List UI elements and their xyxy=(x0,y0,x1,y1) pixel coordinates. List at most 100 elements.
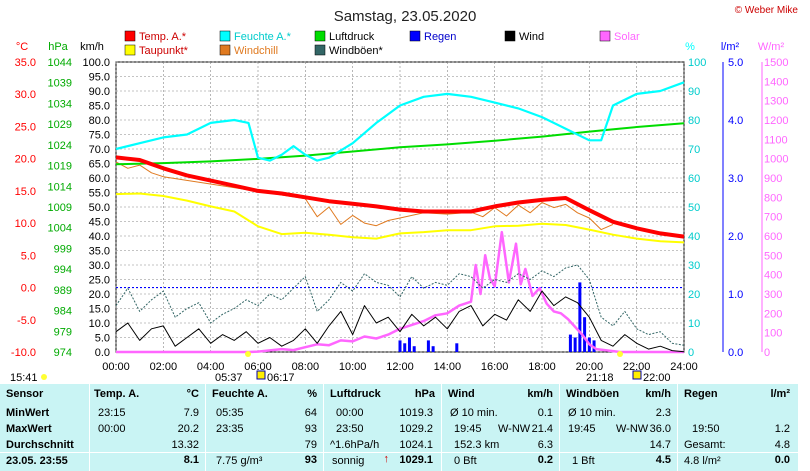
legend-label: Taupunkt* xyxy=(139,45,189,57)
sunrise-time: 05:37 xyxy=(215,372,243,384)
rain-tick-label: 4.0 xyxy=(728,115,743,127)
series-line-solar xyxy=(116,230,684,354)
solar-tick-label: 600 xyxy=(764,231,782,243)
rain-bar xyxy=(573,337,577,352)
pressure-tick-label: 979 xyxy=(54,326,72,338)
unit-humidity-axis: % xyxy=(685,41,695,53)
speed-tick-label: 85.0 xyxy=(89,101,110,113)
legend-swatch xyxy=(409,30,421,42)
header-gusts: Windböen xyxy=(566,388,620,400)
solar-tick-label: 1500 xyxy=(764,57,788,69)
speed-tick-label: 95.0 xyxy=(89,72,110,84)
pressure-tick-label: 1019 xyxy=(48,161,72,173)
unit-humidity: % xyxy=(307,388,317,400)
temp-tick-label: 5.0 xyxy=(21,250,36,262)
sunrise-b-icon xyxy=(256,370,266,380)
legend-label: Temp. A.* xyxy=(139,31,187,43)
solar-tick-label: 1300 xyxy=(764,96,788,108)
time-left-label: 15:41 xyxy=(10,372,38,384)
x-tick-label: 06:00 xyxy=(244,361,272,373)
header-humidity: Feuchte A. xyxy=(212,388,268,400)
humidity-tick-label: 30 xyxy=(688,260,700,272)
humidity-max: 93 xyxy=(304,423,317,435)
pressure-tick-label: 1009 xyxy=(48,202,72,214)
temp-tick-label: 10.0 xyxy=(15,218,36,230)
x-tick-label: 16:00 xyxy=(481,361,509,373)
x-tick-label: 18:00 xyxy=(528,361,556,373)
x-tick-label: 04:00 xyxy=(197,361,225,373)
humidity-max-time: 23:35 xyxy=(216,423,244,435)
x-tick-label: 14:00 xyxy=(434,361,462,373)
pressure-tick-label: 1004 xyxy=(48,223,72,235)
solar-tick-label: 800 xyxy=(764,192,782,204)
rain-total: 4.8 xyxy=(774,439,790,451)
speed-tick-label: 25.0 xyxy=(89,275,110,287)
rain-bar xyxy=(398,340,402,352)
speed-tick-label: 70.0 xyxy=(89,144,110,156)
speed-tick-label: 5.0 xyxy=(95,333,110,345)
speed-tick-label: 0.0 xyxy=(95,347,110,359)
pressure-tick-label: 1024 xyxy=(48,140,72,152)
sunset-marker-icon xyxy=(617,351,623,357)
humidity-min: 64 xyxy=(304,407,317,419)
legend-swatch xyxy=(314,30,326,42)
rain-max-time: 19:50 xyxy=(692,423,720,435)
humidity-tick-label: 60 xyxy=(688,173,700,185)
rain-tick-label: 3.0 xyxy=(728,173,743,185)
legend-label: Wind xyxy=(519,31,544,43)
gusts-max: 36.0 xyxy=(649,423,671,435)
sunset-b-icon xyxy=(632,370,642,380)
rain-max: 1.2 xyxy=(774,423,790,435)
table-separator xyxy=(0,452,798,453)
col-rain: Regen l/m² 19:50 1.2 Gesamt: 4.8 4.8 l/m… xyxy=(678,384,798,471)
pressure-tick-label: 1039 xyxy=(48,78,72,90)
temp-tick-label: -10.0 xyxy=(11,347,36,359)
forecast-text: sonnig xyxy=(332,455,365,467)
speed-tick-label: 30.0 xyxy=(89,260,110,272)
humidity-min-time: 05:35 xyxy=(216,407,244,419)
rain-bar xyxy=(583,317,587,352)
legend-label: Windchill xyxy=(234,45,278,57)
series-line-tempa xyxy=(115,155,685,239)
x-tick-label: 22:00 xyxy=(623,361,651,373)
sunset-time: 21:18 xyxy=(586,372,614,384)
absolute-humidity: 7.75 g/m³ xyxy=(216,455,263,467)
unit-rain-axis: l/m² xyxy=(721,41,740,53)
gusts-avg10-label: Ø 10 min. xyxy=(568,407,616,419)
rain-tick-label: 0.0 xyxy=(728,347,743,359)
legend-label: Windböen* xyxy=(329,45,384,57)
row-label-max: MaxWert xyxy=(6,423,52,435)
series-line-feuchtea xyxy=(115,81,685,162)
gusts-bft: 1 Bft xyxy=(572,455,595,467)
col-humidity: Feuchte A. % 05:35 64 23:35 93 79 7.75 g… xyxy=(206,384,324,471)
x-tick-label: 02:00 xyxy=(150,361,178,373)
rain-total-label: Gesamt: xyxy=(684,439,726,451)
humidity-tick-label: 10 xyxy=(688,318,700,330)
sunset-b-time: 22:00 xyxy=(643,372,671,384)
legend-swatch xyxy=(124,44,136,56)
humidity-tick-label: 70 xyxy=(688,144,700,156)
gusts-max-dir: W-NW xyxy=(616,423,649,435)
header-sensor: Sensor xyxy=(6,388,44,400)
pressure-up-arrow: ↑ xyxy=(383,453,390,465)
temp-current: 8.1 xyxy=(183,454,199,466)
speed-tick-label: 45.0 xyxy=(89,217,110,229)
humidity-tick-label: 0 xyxy=(688,347,694,359)
rain-current: 0.0 xyxy=(774,454,790,466)
pressure-tick-label: 999 xyxy=(54,243,72,255)
header-pressure: Luftdruck xyxy=(330,388,381,400)
solar-tick-label: 200 xyxy=(764,308,782,320)
temp-min-time: 23:15 xyxy=(98,407,126,419)
rain-day-total: 4.8 l/m² xyxy=(684,455,721,467)
row-label-min: MinWert xyxy=(6,407,50,419)
temp-tick-label: -5.0 xyxy=(17,315,36,327)
humidity-tick-label: 20 xyxy=(688,289,700,301)
solar-tick-label: 0 xyxy=(764,347,770,359)
solar-tick-label: 900 xyxy=(764,173,782,185)
right-edge-strip xyxy=(798,0,810,471)
rain-bar xyxy=(426,340,430,352)
legend-label: Regen xyxy=(424,31,456,43)
legend-swatch xyxy=(314,44,326,56)
x-tick-label: 12:00 xyxy=(386,361,414,373)
col-sensor: Sensor MinWert MaxWert Durchschnitt 23.0… xyxy=(0,384,90,471)
